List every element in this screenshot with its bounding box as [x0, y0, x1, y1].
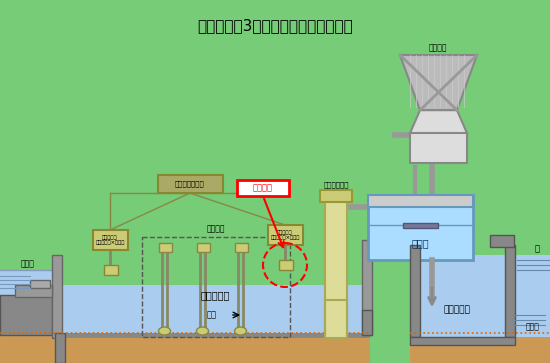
Text: 取水口: 取水口 [21, 259, 35, 268]
Bar [279, 260, 293, 270]
Bar [52, 255, 62, 338]
Bar [403, 223, 438, 228]
Bar [0, 333, 370, 363]
Bar [320, 190, 352, 202]
Ellipse shape [158, 327, 170, 335]
Text: 当該箇所: 当該箇所 [253, 184, 273, 192]
Bar [515, 255, 550, 337]
Text: 海: 海 [535, 244, 540, 253]
Bar [197, 243, 210, 252]
Polygon shape [400, 55, 477, 110]
Bar [93, 230, 128, 250]
Polygon shape [410, 110, 467, 133]
Ellipse shape [196, 327, 208, 335]
Bar [410, 337, 515, 345]
Bar [410, 333, 550, 363]
Text: 取水ピット: 取水ピット [200, 290, 230, 300]
Text: 放流口: 放流口 [526, 322, 540, 331]
Bar [362, 310, 372, 335]
Ellipse shape [234, 327, 246, 335]
Text: タービン: タービン [429, 43, 447, 52]
Bar [268, 225, 303, 245]
Bar [410, 133, 467, 163]
Bar [158, 175, 223, 193]
Bar [0, 295, 52, 335]
Bar [505, 245, 515, 337]
Text: 除塵装置: 除塵装置 [207, 224, 226, 233]
Text: 伊方発電所3号機　循環水系統概略図: 伊方発電所3号機 循環水系統概略図 [197, 18, 353, 33]
Text: 水位検出器
（下流側）×２系統: 水位検出器 （下流側）×２系統 [270, 230, 300, 240]
Bar [15, 285, 52, 297]
Bar [368, 195, 473, 260]
Bar [410, 255, 515, 337]
Bar [142, 237, 290, 337]
Bar [410, 245, 420, 337]
Bar [159, 243, 172, 252]
Bar [490, 235, 514, 247]
Bar [325, 300, 347, 338]
Bar [30, 280, 50, 288]
Bar [362, 240, 372, 335]
Text: 海水: 海水 [207, 310, 217, 319]
Bar [235, 243, 248, 252]
Text: 循環水ポンプ: 循環水ポンプ [323, 182, 349, 188]
Text: 水位検出器
（上流側）×２系統: 水位検出器 （上流側）×２系統 [95, 234, 125, 245]
Text: 復水器: 復水器 [411, 238, 429, 248]
Text: 放水ピット: 放水ピット [443, 306, 470, 314]
Bar [368, 195, 473, 207]
Bar [55, 333, 65, 363]
Text: 変換器／記録計: 変換器／記録計 [175, 181, 205, 187]
Bar [55, 333, 370, 338]
Bar [0, 270, 55, 335]
Bar [104, 265, 118, 275]
Bar [237, 180, 289, 196]
Bar [55, 285, 370, 335]
Bar [325, 197, 347, 337]
